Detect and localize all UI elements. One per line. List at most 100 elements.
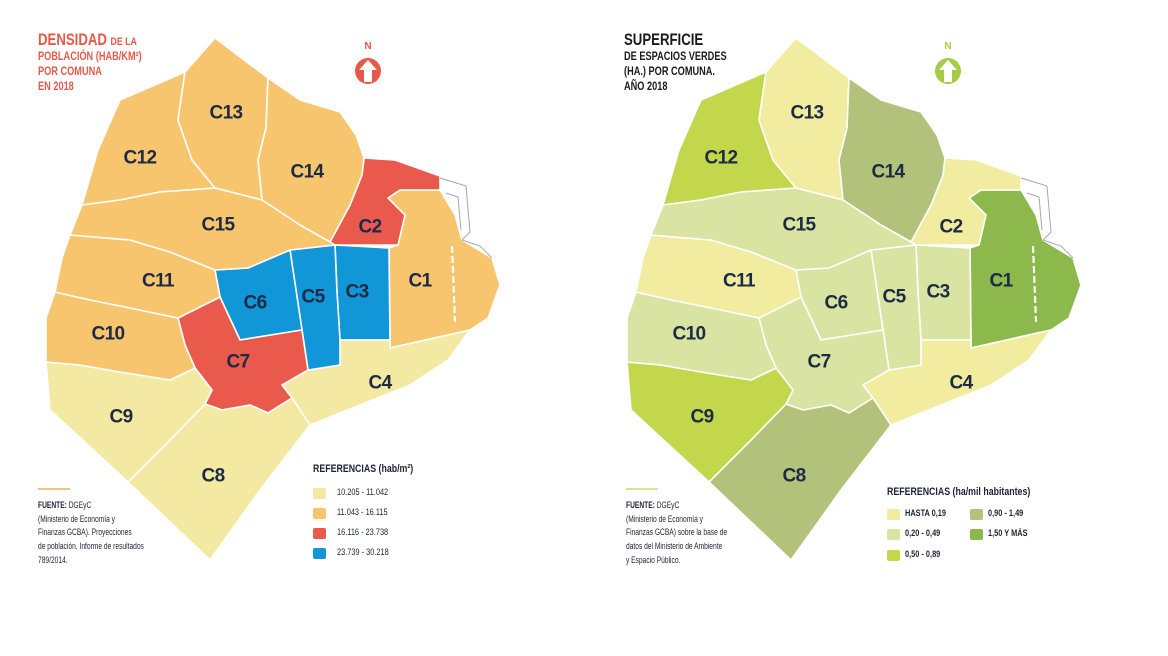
source-value: DGEyC bbox=[68, 500, 92, 510]
source-line: Finanzas GCBA) sobre la base de bbox=[626, 527, 728, 538]
comuna-c9-label: C9 bbox=[690, 407, 713, 428]
comuna-c7-label: C7 bbox=[226, 352, 249, 373]
title-line: DE ESPACIOS VERDES bbox=[624, 51, 727, 63]
legend-swatch bbox=[887, 529, 900, 540]
comuna-c14-area bbox=[257, 77, 365, 243]
legend-label: HASTA 0,19 bbox=[905, 508, 947, 518]
comuna-c13-label: C13 bbox=[209, 103, 242, 124]
comuna-c2-label: C2 bbox=[939, 217, 962, 238]
comuna-c15-area bbox=[650, 187, 917, 271]
comuna-c1-area bbox=[387, 189, 501, 349]
comuna-c15-label: C15 bbox=[201, 215, 235, 236]
comuna-c1-area bbox=[968, 189, 1082, 349]
source-rule bbox=[626, 488, 658, 490]
legend-label: 0,90 - 1,49 bbox=[988, 508, 1024, 518]
source-line: (Ministerio de Economía y bbox=[626, 513, 703, 524]
comuna-c13-label: C13 bbox=[790, 103, 823, 124]
comuna-c5-label: C5 bbox=[301, 287, 325, 308]
green-space-map-title: SUPERFICIE DE ESPACIOS VERDES (HA.) POR … bbox=[624, 30, 727, 95]
legend-swatch bbox=[970, 529, 983, 540]
legend-swatch bbox=[313, 528, 326, 539]
title-line: (HA.) POR COMUNA. bbox=[624, 66, 715, 78]
title-line: POBLACIÓN (HAB/KM²) bbox=[38, 51, 142, 63]
source-text: FUENTE: DGEyC (Ministerio de Economía y … bbox=[38, 499, 149, 568]
density-map-title: DENSIDAD DE LA POBLACIÓN (HAB/KM²) POR C… bbox=[38, 30, 142, 95]
comuna-c9-label: C9 bbox=[109, 407, 132, 428]
legend-label: 10.205 - 11.042 bbox=[337, 487, 389, 497]
arrow-up-icon bbox=[939, 60, 957, 82]
comuna-c3-label: C3 bbox=[926, 282, 949, 303]
comuna-c1-label: C1 bbox=[408, 271, 432, 292]
comuna-c14-label: C14 bbox=[871, 162, 905, 183]
density-source-note: FUENTE: DGEyC (Ministerio de Economía y … bbox=[38, 488, 188, 568]
green-space-map-labels: C1 C2 C3 C4 C5 C6 C7 C8 C9 C10 C11 C12 C13 C14 C15 bbox=[672, 103, 1014, 487]
comuna-c4-label: C4 bbox=[949, 373, 973, 394]
comuna-c8-label: C8 bbox=[782, 466, 805, 487]
north-label: N bbox=[364, 41, 371, 52]
legend-label: 16.116 - 23.738 bbox=[337, 527, 389, 537]
legend-title: REFERENCIAS (hab/m²) bbox=[313, 463, 414, 475]
legend-swatch bbox=[313, 548, 326, 559]
source-text: FUENTE: DGEyC (Ministerio de Economía y … bbox=[626, 499, 737, 568]
comuna-c10-label: C10 bbox=[672, 324, 705, 345]
legend-swatch bbox=[313, 488, 326, 499]
port-docks bbox=[439, 177, 493, 323]
density-map-regions bbox=[45, 37, 501, 561]
comuna-c6-label: C6 bbox=[824, 293, 847, 314]
comuna-c5-label: C5 bbox=[882, 287, 906, 308]
green-space-map: C1 C2 C3 C4 C5 C6 C7 C8 C9 C10 C11 C12 C13 C14 C15 N bbox=[626, 37, 1082, 561]
comuna-c12-label: C12 bbox=[704, 148, 737, 169]
north-arrow: N bbox=[935, 41, 961, 84]
comuna-c14-label: C14 bbox=[290, 162, 324, 183]
legend-label: 0,50 - 0,89 bbox=[905, 549, 941, 559]
source-line: datos del Ministerio de Ambiente bbox=[626, 541, 723, 552]
legend-label: 23.739 - 30.218 bbox=[337, 547, 389, 557]
source-line: de población. Informe de resultados bbox=[38, 541, 144, 552]
arrow-up-icon bbox=[359, 60, 377, 82]
comuna-c1-label: C1 bbox=[989, 271, 1013, 292]
north-label: N bbox=[944, 41, 951, 52]
title-suffix: DE LA bbox=[110, 36, 137, 48]
green-space-map-regions bbox=[626, 37, 1082, 561]
comuna-c14-area bbox=[838, 77, 946, 243]
source-label: FUENTE: bbox=[38, 500, 67, 510]
legend-title: REFERENCIAS (ha/mil habitantes) bbox=[887, 486, 1031, 498]
green-space-legend: REFERENCIAS (ha/mil habitantes) HASTA 0,… bbox=[887, 486, 1057, 576]
source-line: (Ministerio de Economía y bbox=[38, 513, 115, 524]
port-docks bbox=[1020, 177, 1074, 323]
density-map: C1 C2 C3 C4 C5 C6 C7 C8 C9 C10 C11 C12 C13 C14 C15 N bbox=[45, 37, 501, 561]
comuna-c4-label: C4 bbox=[368, 373, 392, 394]
source-line: y Espacio Público. bbox=[626, 554, 681, 565]
source-label: FUENTE: bbox=[626, 500, 655, 510]
source-value: DGEyC bbox=[656, 500, 680, 510]
density-legend: REFERENCIAS (hab/m²) 10.205 - 11.042 11.… bbox=[313, 463, 453, 573]
title-main: DENSIDAD bbox=[38, 31, 107, 49]
title-line: AÑO 2018 bbox=[624, 81, 668, 93]
source-line: Finanzas GCBA). Proyecciones bbox=[38, 527, 132, 538]
comuna-c12-label: C12 bbox=[123, 148, 156, 169]
density-map-labels: C1 C2 C3 C4 C5 C6 C7 C8 C9 C10 C11 C12 C13 C14 C15 bbox=[91, 103, 433, 487]
north-arrow: N bbox=[355, 41, 381, 84]
comuna-c15-label: C15 bbox=[782, 215, 816, 236]
comuna-c10-label: C10 bbox=[91, 324, 124, 345]
legend-swatch bbox=[970, 509, 983, 520]
legend-label: 11.043 - 16.115 bbox=[337, 507, 388, 517]
comuna-c11-label: C11 bbox=[142, 271, 175, 292]
comuna-c6-label: C6 bbox=[243, 293, 266, 314]
legend-label: 1,50 Y MÁS bbox=[988, 528, 1028, 538]
title-line: EN 2018 bbox=[38, 81, 74, 93]
legend-swatch bbox=[887, 550, 900, 561]
legend-swatch bbox=[887, 509, 900, 520]
legend-label: 0,20 - 0,49 bbox=[905, 528, 941, 538]
comuna-c7-label: C7 bbox=[807, 352, 830, 373]
legend-swatch bbox=[313, 508, 326, 519]
title-line: POR COMUNA bbox=[38, 66, 102, 78]
title-main: SUPERFICIE bbox=[624, 31, 704, 49]
comuna-c3-label: C3 bbox=[345, 282, 368, 303]
comuna-c15-area bbox=[69, 187, 336, 271]
source-line: 789/2014. bbox=[38, 554, 68, 565]
comuna-c2-label: C2 bbox=[358, 217, 381, 238]
comuna-c8-label: C8 bbox=[201, 466, 224, 487]
green-space-source-note: FUENTE: DGEyC (Ministerio de Economía y … bbox=[626, 488, 776, 568]
